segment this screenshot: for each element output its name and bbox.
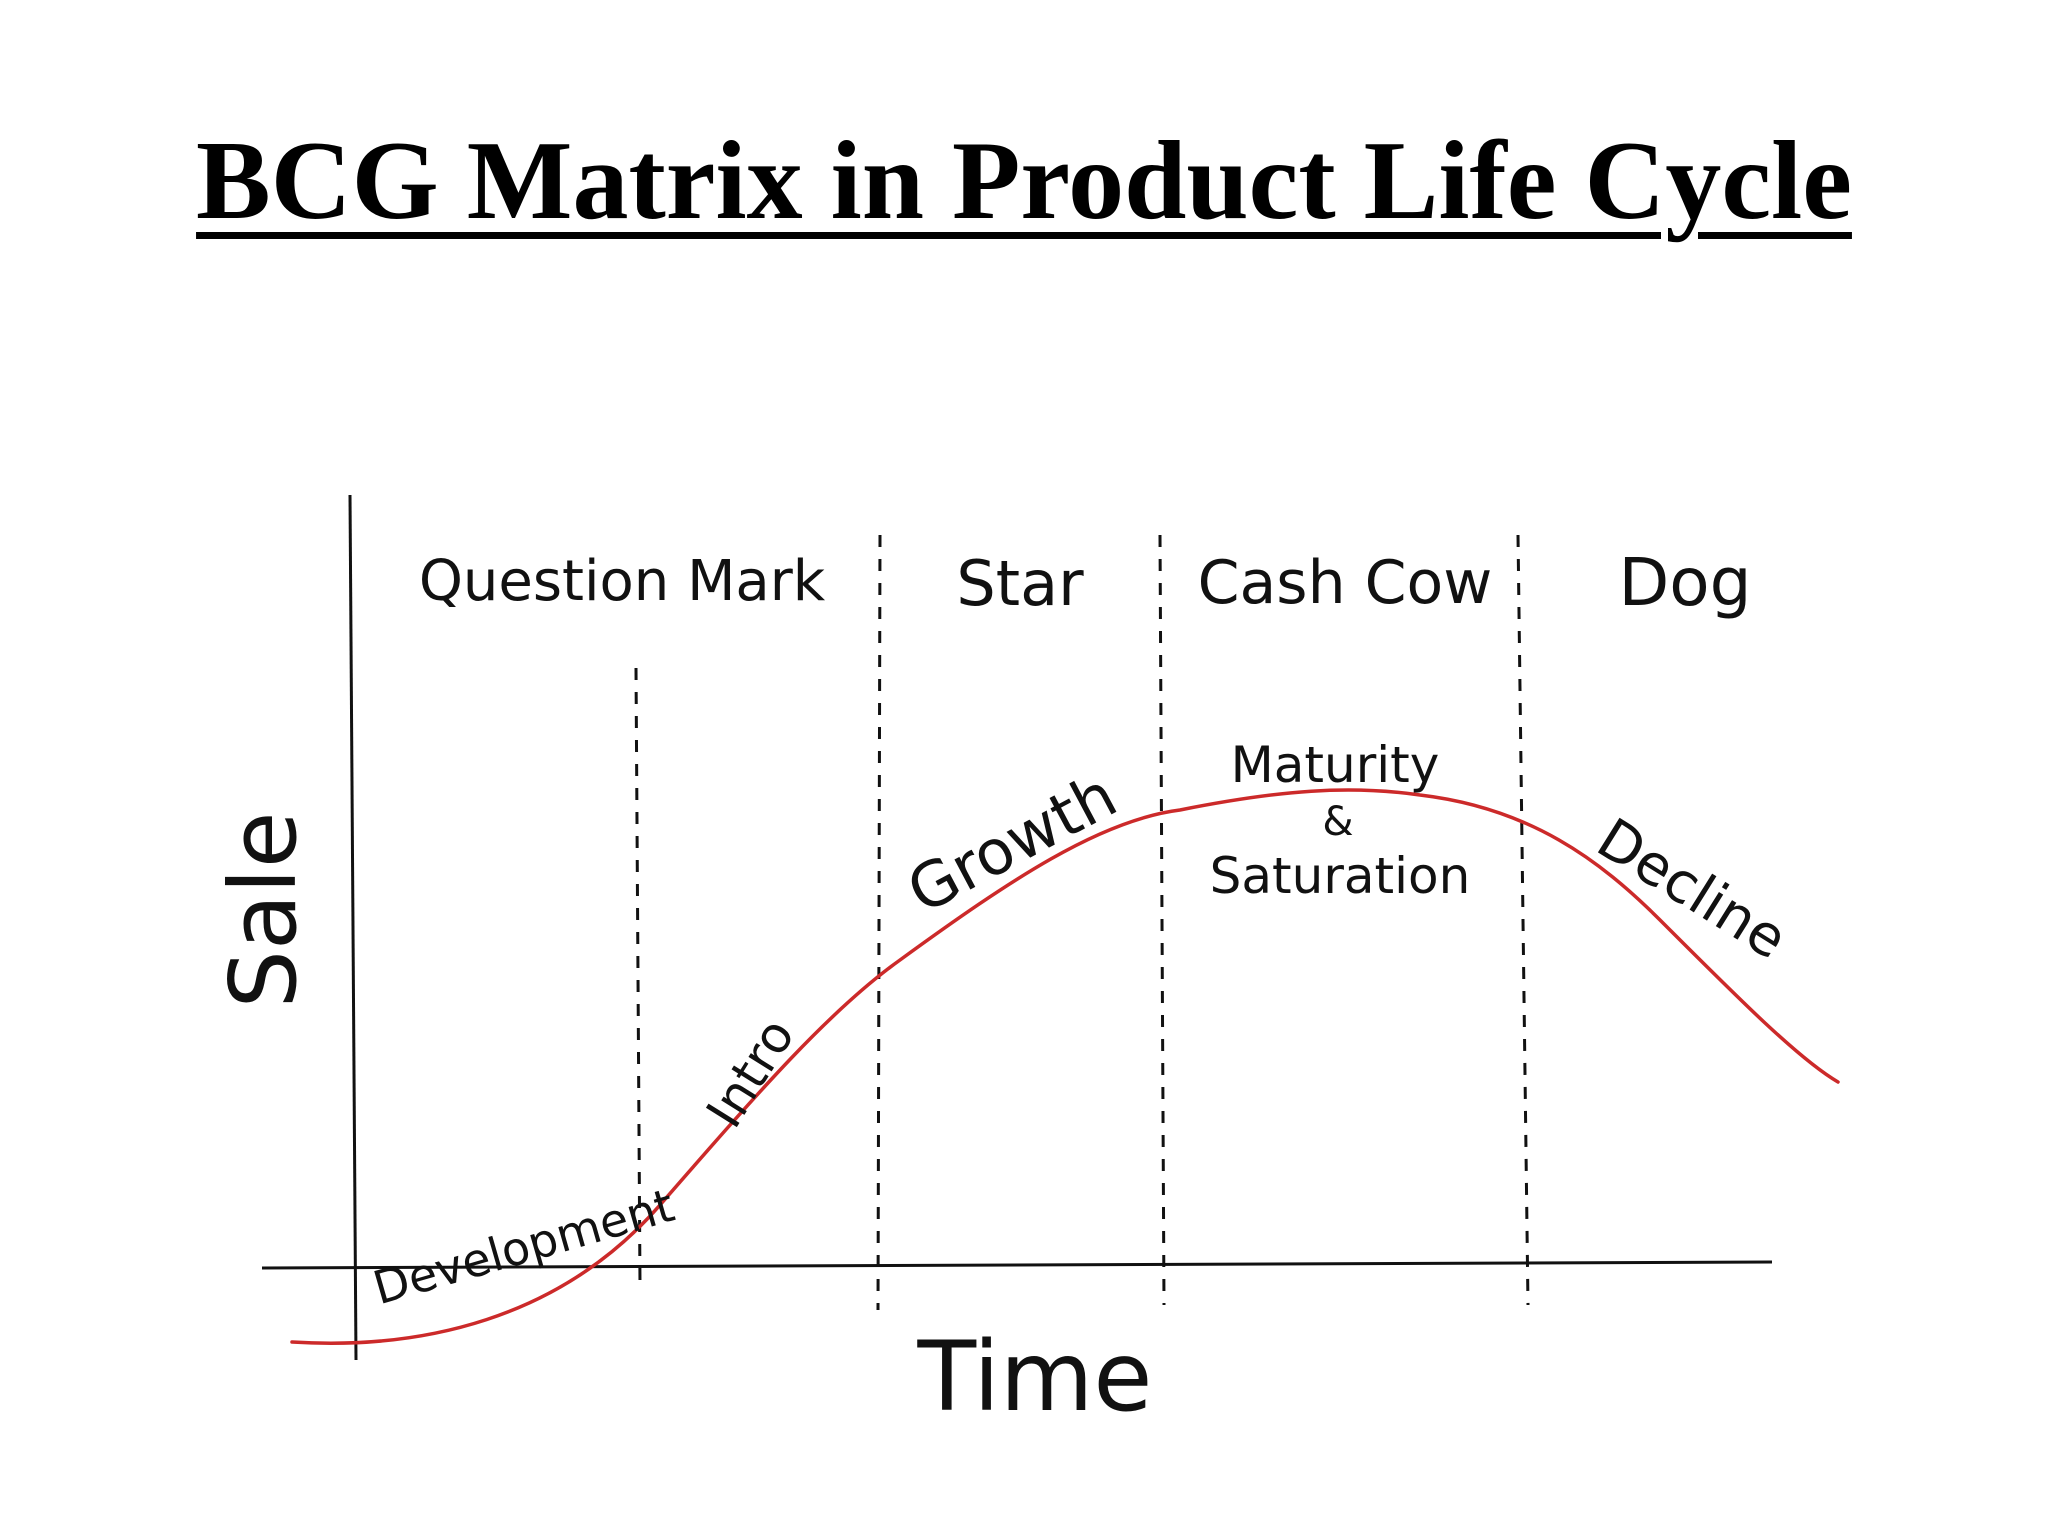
divider-star-cash-cow xyxy=(1158,534,1166,1306)
x-axis xyxy=(261,1260,1773,1270)
life-cycle-curve xyxy=(290,788,1840,1345)
divider-question-mark-star xyxy=(876,534,882,1311)
stage-label-saturation: Saturation xyxy=(1210,847,1471,905)
bcg-label-question-mark: Question Mark xyxy=(419,549,826,614)
stage-label-growth: Growth xyxy=(896,758,1128,928)
bcg-label-star: Star xyxy=(956,547,1084,620)
stage-label-decline: Decline xyxy=(1586,806,1798,972)
stage-label-development: Development xyxy=(367,1178,680,1315)
y-axis-label: Sale xyxy=(210,812,317,1009)
x-axis-label: Time xyxy=(917,1321,1153,1433)
divider-development-intro xyxy=(634,667,642,1286)
stage-label-maturity: Maturity xyxy=(1231,736,1440,794)
divider-cash-cow-dog xyxy=(1516,534,1530,1306)
bcg-label-dog: Dog xyxy=(1618,544,1751,621)
slide-title: BCG Matrix in Product Life Cycle xyxy=(196,119,1852,243)
y-axis xyxy=(348,494,358,1361)
bcg-label-cash-cow: Cash Cow xyxy=(1198,548,1493,618)
stage-label-ampersand: & xyxy=(1322,799,1353,845)
stage-label-intro: Intro xyxy=(695,1008,806,1137)
